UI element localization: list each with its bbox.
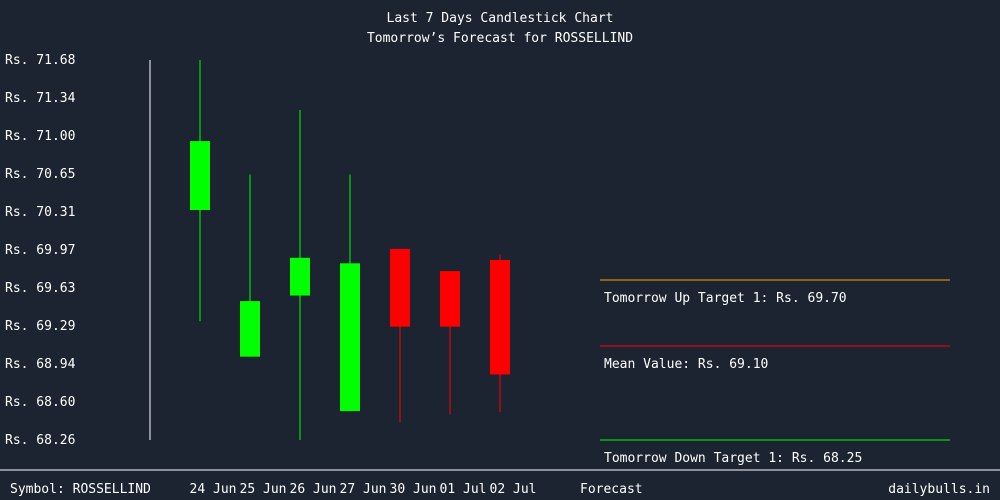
y-tick-label: Rs. 68.26 [5,433,75,448]
x-tick-label: 27 Jun [340,482,387,497]
chart-subtitle: Tomorrow’s Forecast for ROSSELLIND [367,31,633,46]
y-tick-label: Rs. 69.63 [5,281,75,296]
x-tick-label: 01 Jul [440,482,487,497]
chart-title: Last 7 Days Candlestick Chart [387,11,614,26]
y-tick-label: Rs. 69.29 [5,319,75,334]
down-target-label: Tomorrow Down Target 1: Rs. 68.25 [604,451,862,466]
candle-body [240,301,260,357]
forecast-panel: Tomorrow Up Target 1: Rs. 69.70 Mean Valu… [600,279,950,466]
y-tick-label: Rs. 68.60 [5,395,75,410]
footer-site[interactable]: dailybulls.in [888,482,990,497]
x-tick-label: 25 Jun [240,482,287,497]
y-axis-ticks: Rs. 71.68 Rs. 71.34 Rs. 71.00 Rs. 70.65 Rs. … [5,53,76,448]
x-tick-label: 30 Jun [390,482,437,497]
y-tick-label: Rs. 69.97 [5,243,75,258]
y-tick-label: Rs. 70.31 [5,205,75,220]
y-tick-label: Rs. 70.65 [5,167,75,182]
candle-body [340,263,360,412]
y-tick-label: Rs. 71.00 [5,129,75,144]
y-tick-label: Rs. 71.68 [5,53,75,68]
candle-body [290,257,310,296]
forecast-label: Forecast [580,482,643,497]
x-tick-label: 02 Jul [490,482,537,497]
mean-value-label: Mean Value: Rs. 69.10 [604,357,768,372]
candle-body [390,248,410,327]
x-tick-label: 26 Jun [290,482,337,497]
y-tick-label: Rs. 68.94 [5,357,76,372]
up-target-label: Tomorrow Up Target 1: Rs. 69.70 [604,291,847,306]
candle-body [190,141,210,210]
candles-group [190,60,510,440]
x-axis-labels: 24 Jun 25 Jun 26 Jun 27 Jun 30 Jun 01 Jul 02 J… [190,482,537,497]
candle-body [490,260,510,375]
x-tick-label: 24 Jun [190,482,237,497]
y-tick-label: Rs. 71.34 [5,91,76,106]
footer-symbol: Symbol: ROSSELLIND [10,482,151,497]
candle-body [440,271,460,327]
